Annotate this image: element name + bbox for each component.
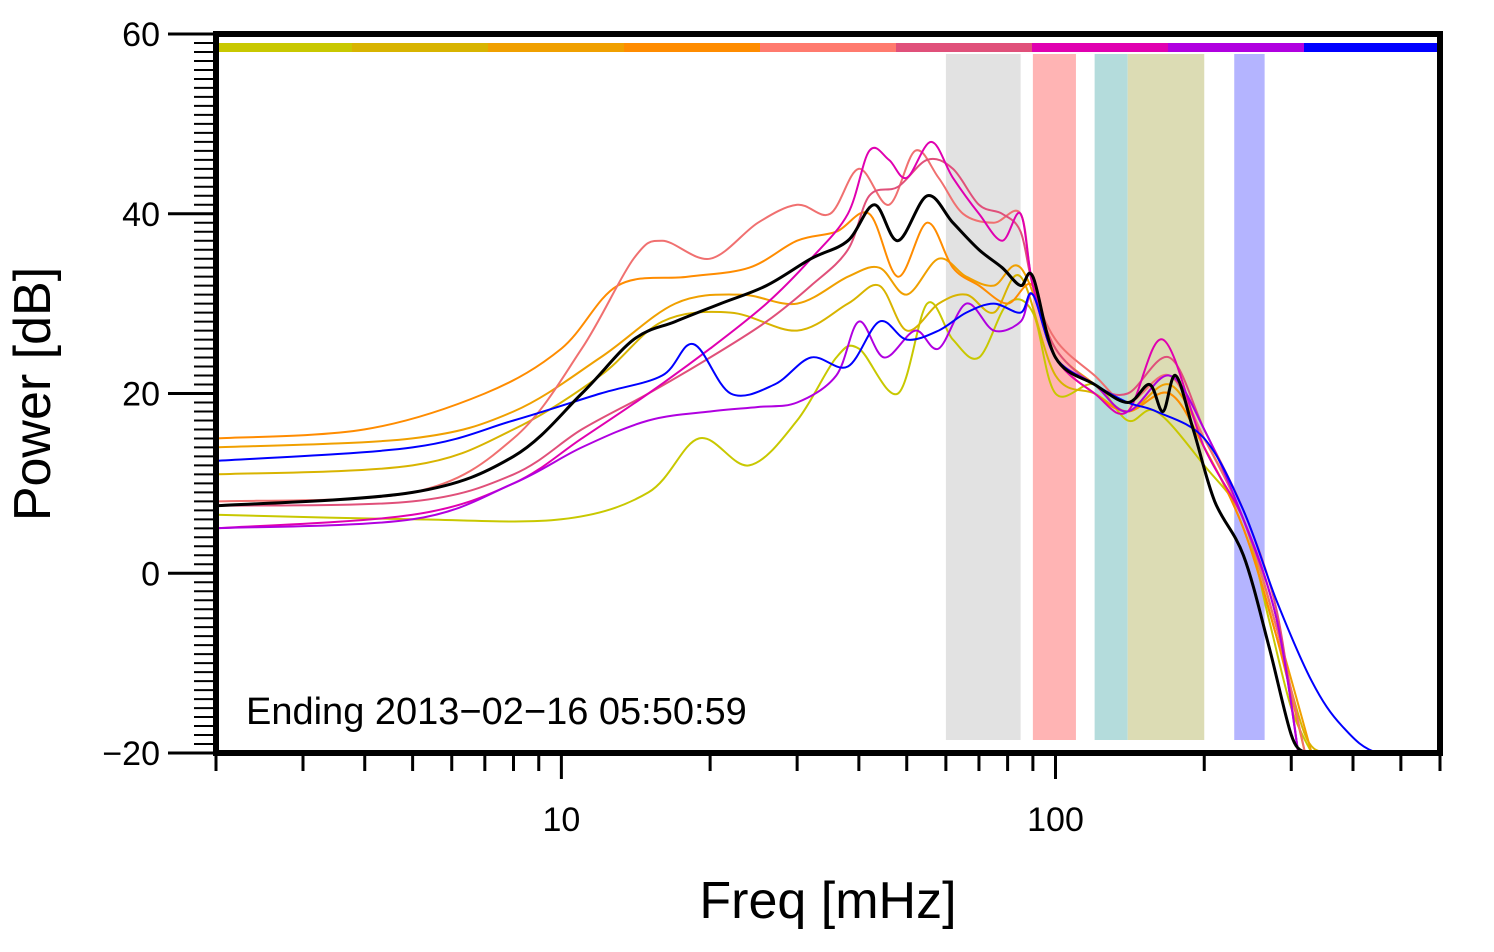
series-lines	[215, 140, 1441, 756]
y-tick-label: 0	[141, 555, 160, 593]
series-line-8	[215, 292, 1300, 754]
y-tick-label: 20	[122, 376, 160, 414]
annotation-label: Ending 2013−02−16 05:50:59	[246, 691, 747, 733]
color-strip-segment-0	[216, 43, 353, 52]
band-4	[1234, 54, 1265, 740]
y-axis-title: Power [dB]	[4, 267, 62, 521]
y-tick-label: 40	[122, 196, 160, 234]
x-tick-label: 100	[1027, 801, 1084, 839]
x-tick-label: 10	[542, 801, 580, 839]
series-line-6	[215, 157, 1300, 754]
color-strip-segment-4	[760, 43, 897, 52]
band-0	[945, 54, 1021, 740]
color-strip-segment-8	[1304, 43, 1441, 52]
x-axis-title: Freq [mHz]	[699, 872, 956, 930]
color-strip-segment-3	[624, 43, 761, 52]
color-strip-segment-7	[1168, 43, 1305, 52]
y-tick-label: −20	[102, 735, 160, 773]
series-line-7	[215, 140, 1300, 754]
color-strip-segment-2	[488, 43, 625, 52]
series-line-1	[215, 298, 1313, 754]
y-tick-label: 60	[122, 16, 160, 54]
color-strip-segment-5	[896, 43, 1033, 52]
color-strip-segment-1	[352, 43, 489, 52]
frequency-bands	[945, 54, 1265, 740]
axes: 60 40 20 0 −20 10 100	[102, 16, 1443, 839]
series-line-9	[215, 292, 1441, 756]
series-line-0	[215, 194, 1307, 755]
color-strip	[216, 43, 1441, 52]
band-1	[1032, 54, 1076, 740]
color-strip-segment-6	[1032, 43, 1169, 52]
